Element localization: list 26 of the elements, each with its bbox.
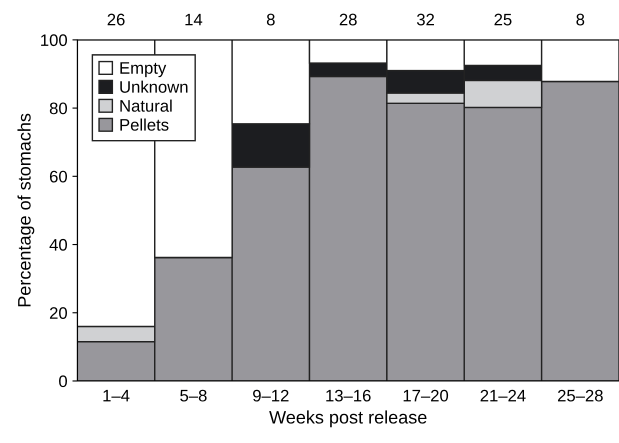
annotation: 14 <box>185 14 202 26</box>
y-tick-label: 20 <box>50 307 68 319</box>
annotation: 8 <box>266 14 275 26</box>
annotation: 28 <box>340 14 357 26</box>
legend-label: Unknown <box>120 80 188 93</box>
y-tick-label: 40 <box>50 238 68 251</box>
legend-label: Pellets <box>120 118 168 131</box>
x-tick-label: 21–24 <box>480 390 526 402</box>
x-tick-label: 9–12 <box>253 390 289 402</box>
x-tick-label: 17–20 <box>404 390 448 402</box>
x-axis-title: Weeks post release <box>269 410 427 428</box>
x-tick-label: 5–8 <box>180 390 207 402</box>
annotation: 25 <box>494 14 512 26</box>
annotation: 32 <box>416 14 434 26</box>
y-tick-label: 60 <box>50 170 68 183</box>
y-axis-title: Percentage of stomachs <box>17 114 34 306</box>
x-tick-label: 1–4 <box>103 390 130 402</box>
legend-label: Empty <box>120 62 166 78</box>
annotation: 26 <box>108 14 125 26</box>
annotation: 8 <box>576 14 584 26</box>
y-tick-label: 80 <box>50 102 68 114</box>
y-tick-label: 100 <box>41 34 68 46</box>
y-tick-label: 0 <box>59 375 67 388</box>
x-tick-label: 13–16 <box>326 390 371 402</box>
legend-label: Natural <box>120 100 172 112</box>
x-tick-label: 25–28 <box>558 390 603 402</box>
